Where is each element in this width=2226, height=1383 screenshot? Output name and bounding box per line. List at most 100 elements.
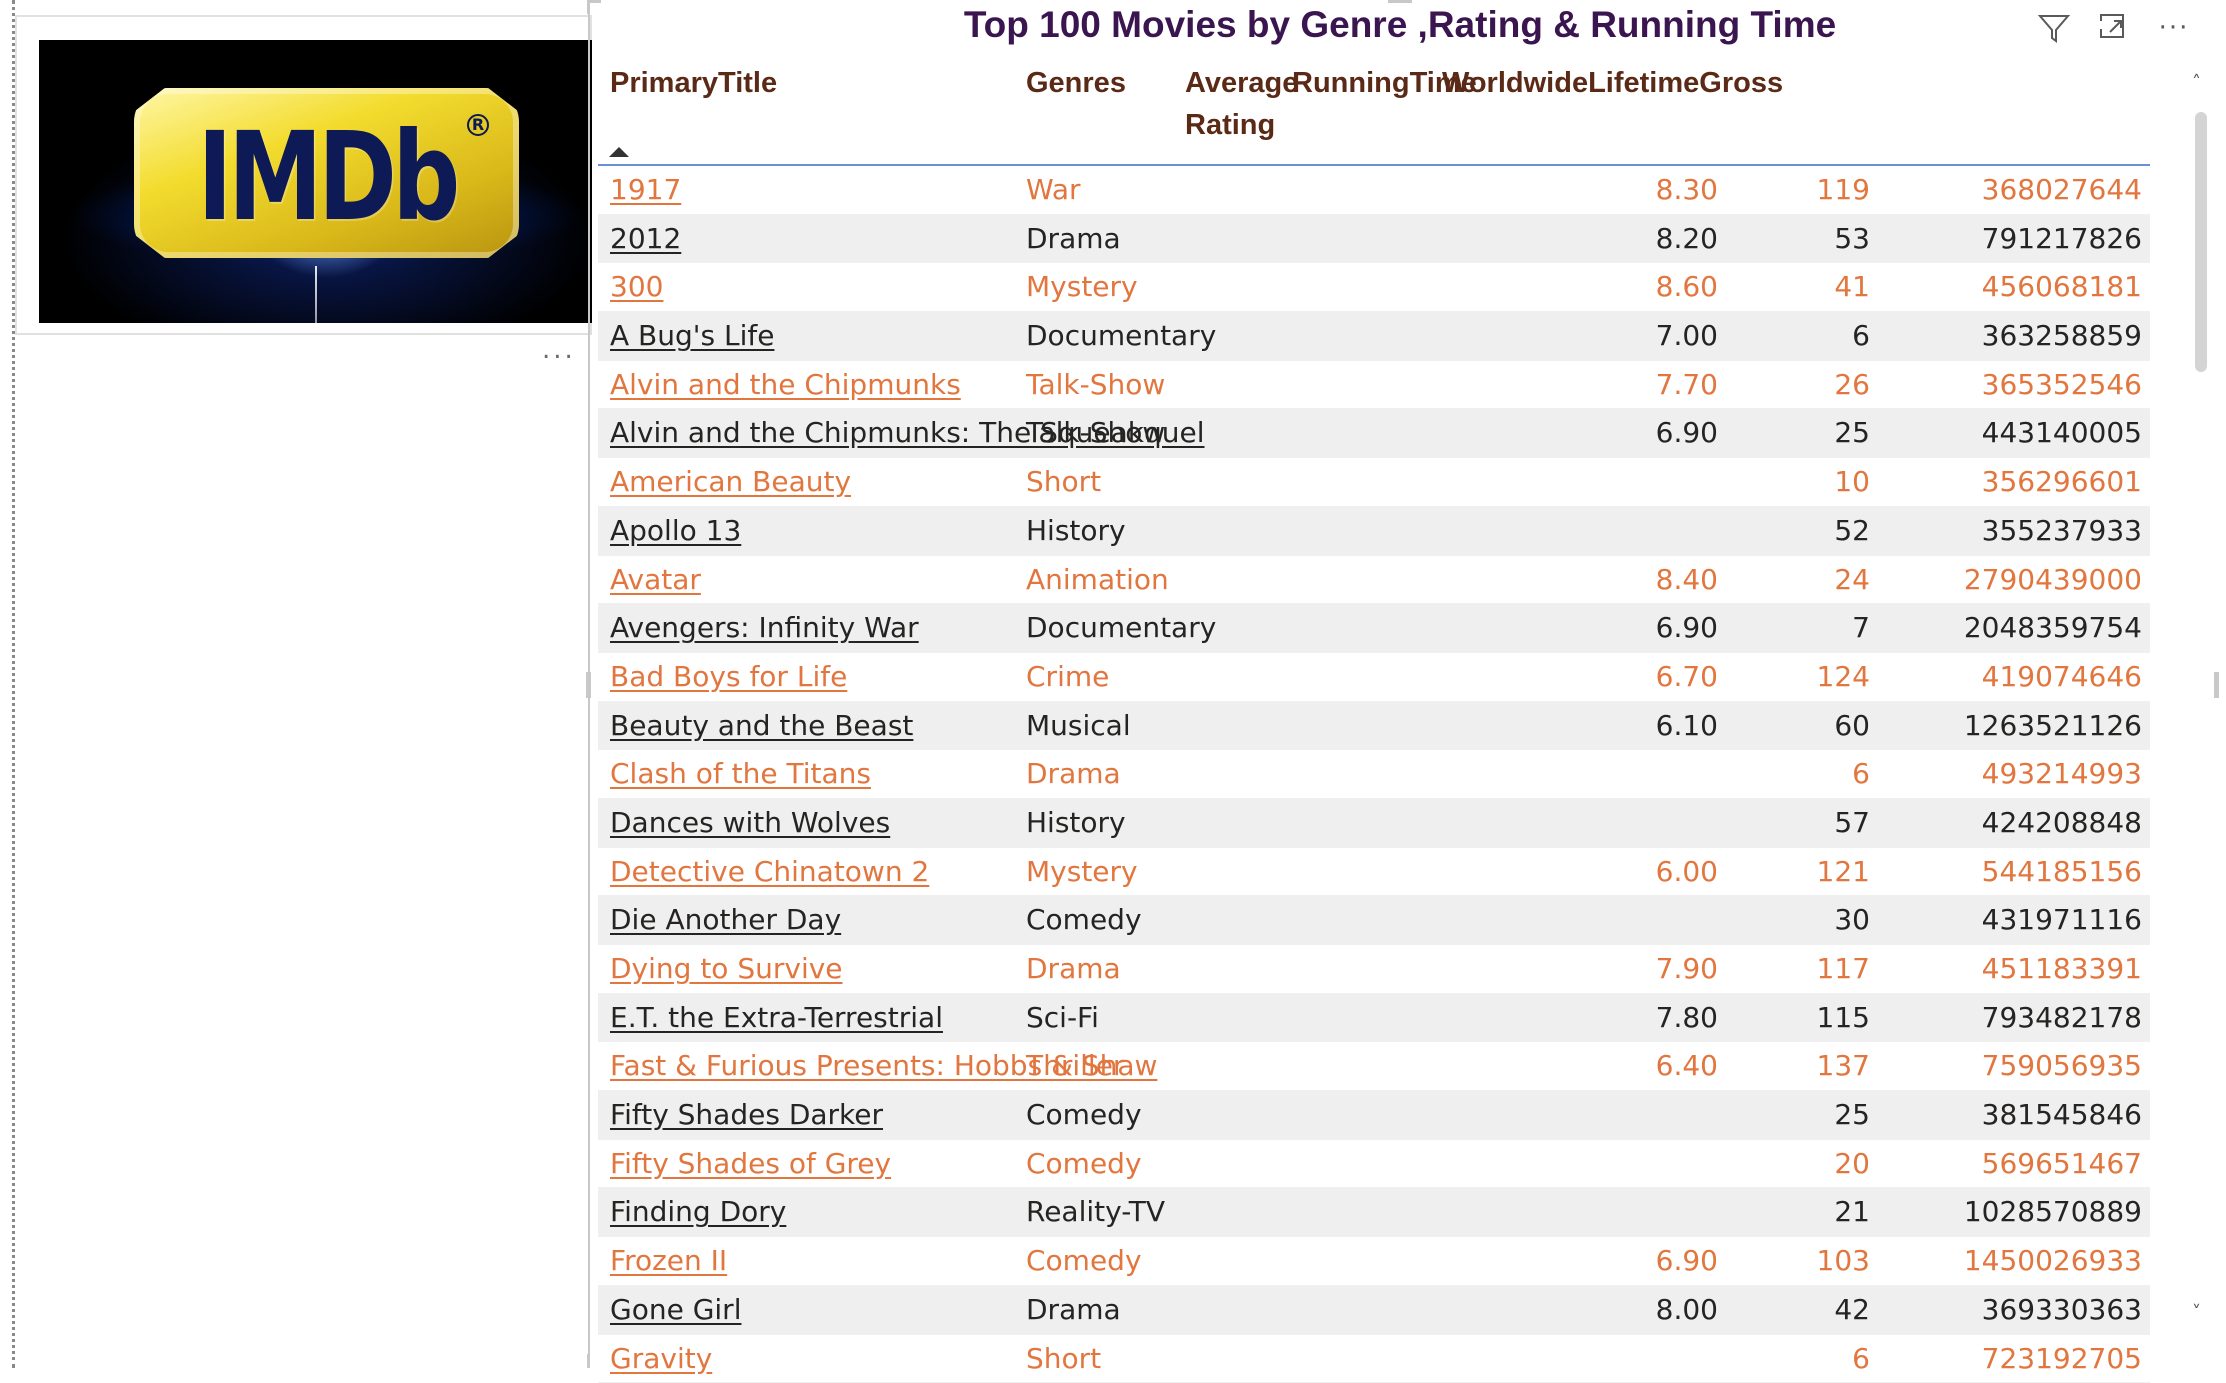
cell-worldwide-gross: 356296601 bbox=[1982, 458, 2142, 506]
column-header-average-rating-line2: Rating bbox=[1185, 104, 1298, 146]
cell-genre: Talk-Show bbox=[1026, 361, 1165, 409]
cell-primarytitle[interactable]: Fifty Shades of Grey bbox=[610, 1140, 891, 1188]
filter-icon[interactable] bbox=[2036, 10, 2072, 46]
cell-primarytitle[interactable]: Frozen II bbox=[610, 1237, 727, 1285]
more-options-icon[interactable]: ··· bbox=[2156, 10, 2192, 46]
cell-runningtime: 24 bbox=[1834, 556, 1870, 604]
resize-handle-left[interactable] bbox=[586, 672, 591, 698]
cell-genre: Drama bbox=[1026, 215, 1121, 263]
cell-primarytitle[interactable]: Detective Chinatown 2 bbox=[610, 848, 929, 896]
cell-genre: Musical bbox=[1026, 702, 1131, 750]
column-header-worldwidelifetimegross[interactable]: WorldwideLifetimeGross bbox=[1442, 62, 1783, 104]
cell-primarytitle[interactable]: Gone Girl bbox=[610, 1286, 741, 1334]
cell-primarytitle[interactable]: Dying to Survive bbox=[610, 945, 843, 993]
scrollbar-thumb[interactable] bbox=[2195, 112, 2207, 372]
cell-runningtime: 26 bbox=[1834, 361, 1870, 409]
cell-primarytitle[interactable]: 2012 bbox=[610, 215, 681, 263]
cell-genre: Drama bbox=[1026, 1286, 1121, 1334]
cell-worldwide-gross: 723192705 bbox=[1982, 1335, 2142, 1383]
cell-average-rating: 7.80 bbox=[1656, 994, 1718, 1042]
column-header-average-rating[interactable]: Average Rating bbox=[1185, 62, 1298, 146]
column-header-primarytitle[interactable]: PrimaryTitle bbox=[610, 62, 777, 104]
cell-primarytitle[interactable]: A Bug's Life bbox=[610, 312, 774, 360]
logo-card[interactable]: IMDb R bbox=[15, 15, 592, 335]
cell-worldwide-gross: 381545846 bbox=[1982, 1091, 2142, 1139]
imdb-logo-image: IMDb R bbox=[39, 40, 592, 323]
cell-average-rating: 8.20 bbox=[1656, 215, 1718, 263]
cell-runningtime: 119 bbox=[1817, 166, 1870, 214]
cell-genre: Comedy bbox=[1026, 896, 1142, 944]
cell-genre: Mystery bbox=[1026, 263, 1138, 311]
cell-primarytitle[interactable]: 1917 bbox=[610, 166, 681, 214]
cell-genre: Animation bbox=[1026, 556, 1169, 604]
cell-primarytitle[interactable]: Clash of the Titans bbox=[610, 750, 871, 798]
resize-handle-bottom-left[interactable] bbox=[587, 1354, 590, 1368]
cell-average-rating: 8.60 bbox=[1656, 263, 1718, 311]
resize-handle-top[interactable] bbox=[1388, 0, 1412, 3]
sort-ascending-icon[interactable] bbox=[609, 147, 629, 157]
cell-primarytitle[interactable]: American Beauty bbox=[610, 458, 851, 506]
logo-text: IMDb bbox=[176, 106, 476, 248]
cell-worldwide-gross: 493214993 bbox=[1982, 750, 2142, 798]
focus-mode-icon[interactable] bbox=[2096, 10, 2132, 46]
cell-average-rating: 6.40 bbox=[1656, 1042, 1718, 1090]
cell-primarytitle[interactable]: Avengers: Infinity War bbox=[610, 604, 919, 652]
cell-primarytitle[interactable]: Gravity bbox=[610, 1335, 712, 1383]
cell-runningtime: 124 bbox=[1817, 653, 1870, 701]
cell-genre: Sci-Fi bbox=[1026, 994, 1099, 1042]
cell-primarytitle[interactable]: Finding Dory bbox=[610, 1188, 786, 1236]
cell-primarytitle[interactable]: Avatar bbox=[610, 556, 701, 604]
column-header-genres[interactable]: Genres bbox=[1026, 62, 1126, 104]
cell-primarytitle[interactable]: 300 bbox=[610, 263, 663, 311]
scroll-up-icon[interactable]: ˄ bbox=[2192, 72, 2201, 93]
cell-worldwide-gross: 2790439000 bbox=[1964, 556, 2142, 604]
cell-primarytitle[interactable]: E.T. the Extra-Terrestrial bbox=[610, 994, 943, 1042]
cell-primarytitle[interactable]: Alvin and the Chipmunks bbox=[610, 361, 961, 409]
cell-average-rating: 6.70 bbox=[1656, 653, 1718, 701]
scroll-down-icon[interactable]: ˅ bbox=[2192, 1302, 2201, 1323]
cell-worldwide-gross: 1028570889 bbox=[1964, 1188, 2142, 1236]
cell-worldwide-gross: 368027644 bbox=[1982, 166, 2142, 214]
vertical-scrollbar[interactable]: ˄ ˅ bbox=[2190, 62, 2208, 1330]
cell-runningtime: 10 bbox=[1834, 458, 1870, 506]
logo-plate: IMDb R bbox=[134, 88, 519, 258]
cell-primarytitle[interactable]: Beauty and the Beast bbox=[610, 702, 913, 750]
cell-genre: Comedy bbox=[1026, 1237, 1142, 1285]
cell-primarytitle[interactable]: Fifty Shades Darker bbox=[610, 1091, 883, 1139]
cell-primarytitle[interactable]: Dances with Wolves bbox=[610, 799, 890, 847]
cell-primarytitle[interactable]: Apollo 13 bbox=[610, 507, 741, 555]
logo-more-options-button[interactable]: ... bbox=[542, 345, 576, 355]
cell-runningtime: 117 bbox=[1817, 945, 1870, 993]
cell-average-rating: 7.00 bbox=[1656, 312, 1718, 360]
cell-primarytitle[interactable]: Bad Boys for Life bbox=[610, 653, 847, 701]
cell-runningtime: 52 bbox=[1834, 507, 1870, 555]
cell-worldwide-gross: 791217826 bbox=[1982, 215, 2142, 263]
resize-handle-right[interactable] bbox=[2214, 672, 2219, 698]
cell-primarytitle[interactable]: Die Another Day bbox=[610, 896, 841, 944]
